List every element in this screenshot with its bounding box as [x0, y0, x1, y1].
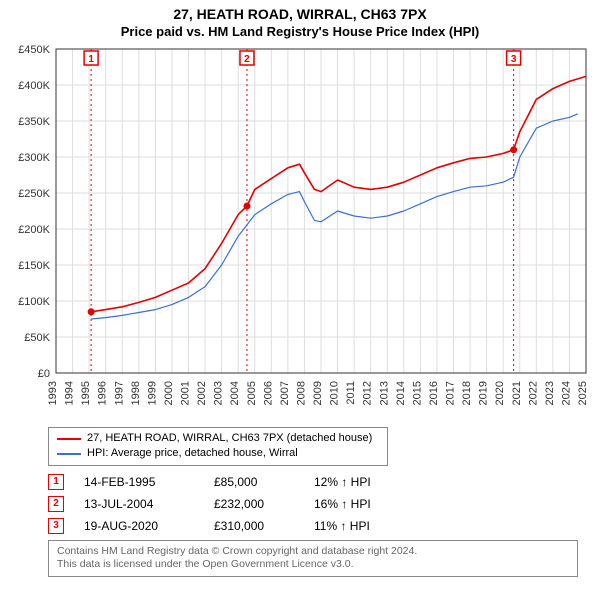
- marker-row: 2 13-JUL-2004 £232,000 16% ↑ HPI: [48, 496, 592, 512]
- svg-text:1: 1: [88, 54, 94, 65]
- svg-text:2025: 2025: [577, 381, 589, 405]
- svg-text:2020: 2020: [494, 381, 506, 405]
- svg-text:£0: £0: [38, 368, 50, 380]
- attribution-line: This data is licensed under the Open Gov…: [57, 558, 569, 572]
- page-title: 27, HEATH ROAD, WIRRAL, CH63 7PX: [8, 6, 592, 22]
- page-subtitle: Price paid vs. HM Land Registry's House …: [8, 24, 592, 39]
- marker-row: 1 14-FEB-1995 £85,000 12% ↑ HPI: [48, 474, 592, 490]
- svg-text:1999: 1999: [146, 381, 158, 405]
- svg-text:2007: 2007: [279, 381, 291, 405]
- svg-text:2024: 2024: [560, 381, 572, 405]
- svg-text:2017: 2017: [445, 381, 457, 405]
- marker-badge: 2: [48, 496, 64, 512]
- svg-text:£150K: £150K: [18, 260, 50, 272]
- svg-text:1993: 1993: [47, 381, 59, 405]
- svg-text:£50K: £50K: [24, 332, 50, 344]
- svg-text:2015: 2015: [411, 381, 423, 405]
- marker-price: £232,000: [214, 497, 294, 511]
- marker-pct: 16% ↑ HPI: [314, 497, 371, 511]
- legend-label: HPI: Average price, detached house, Wirr…: [87, 446, 298, 461]
- svg-text:2010: 2010: [329, 381, 341, 405]
- legend-swatch: [57, 438, 81, 440]
- svg-text:2019: 2019: [478, 381, 490, 405]
- svg-text:2006: 2006: [262, 381, 274, 405]
- svg-text:£200K: £200K: [18, 224, 50, 236]
- svg-text:2013: 2013: [378, 381, 390, 405]
- svg-text:3: 3: [511, 54, 517, 65]
- svg-text:2008: 2008: [295, 381, 307, 405]
- svg-text:£350K: £350K: [18, 116, 50, 128]
- svg-text:2: 2: [244, 54, 250, 65]
- svg-text:2002: 2002: [196, 381, 208, 405]
- marker-price: £310,000: [214, 519, 294, 533]
- svg-text:2003: 2003: [213, 381, 225, 405]
- svg-text:2022: 2022: [527, 381, 539, 405]
- marker-pct: 12% ↑ HPI: [314, 475, 371, 489]
- svg-text:2016: 2016: [428, 381, 440, 405]
- svg-text:£450K: £450K: [18, 44, 50, 56]
- svg-text:2023: 2023: [544, 381, 556, 405]
- chart-svg: £0 £50K £100K £150K £200K £250K £300K £350K £400…: [8, 43, 592, 423]
- svg-text:1995: 1995: [80, 381, 92, 405]
- marker-price: £85,000: [214, 475, 294, 489]
- svg-text:2004: 2004: [229, 381, 241, 405]
- svg-text:£100K: £100K: [18, 296, 50, 308]
- svg-text:2009: 2009: [312, 381, 324, 405]
- svg-text:£400K: £400K: [18, 80, 50, 92]
- svg-text:1996: 1996: [97, 381, 109, 405]
- svg-text:1997: 1997: [113, 381, 125, 405]
- marker-badge: 1: [48, 474, 64, 490]
- legend: 27, HEATH ROAD, WIRRAL, CH63 7PX (detach…: [48, 427, 388, 466]
- legend-swatch: [57, 453, 81, 455]
- svg-text:2005: 2005: [246, 381, 258, 405]
- svg-text:2011: 2011: [345, 381, 357, 405]
- marker-date: 13-JUL-2004: [84, 497, 194, 511]
- attribution: Contains HM Land Registry data © Crown c…: [48, 540, 578, 577]
- svg-text:2012: 2012: [362, 381, 374, 405]
- marker-row: 3 19-AUG-2020 £310,000 11% ↑ HPI: [48, 518, 592, 534]
- marker-date: 19-AUG-2020: [84, 519, 194, 533]
- legend-item: 27, HEATH ROAD, WIRRAL, CH63 7PX (detach…: [57, 431, 379, 446]
- marker-pct: 11% ↑ HPI: [314, 519, 370, 533]
- svg-text:£250K: £250K: [18, 188, 50, 200]
- legend-item: HPI: Average price, detached house, Wirr…: [57, 446, 379, 461]
- svg-text:2000: 2000: [163, 381, 175, 405]
- svg-text:1994: 1994: [64, 381, 76, 405]
- price-chart: £0 £50K £100K £150K £200K £250K £300K £350K £400…: [8, 43, 592, 423]
- legend-label: 27, HEATH ROAD, WIRRAL, CH63 7PX (detach…: [87, 431, 372, 446]
- svg-text:2001: 2001: [180, 381, 192, 405]
- svg-text:2021: 2021: [511, 381, 523, 405]
- svg-text:2018: 2018: [461, 381, 473, 405]
- svg-text:2014: 2014: [395, 381, 407, 405]
- svg-text:£300K: £300K: [18, 152, 50, 164]
- marker-table: 1 14-FEB-1995 £85,000 12% ↑ HPI 2 13-JUL-2004…: [48, 474, 592, 534]
- svg-text:1998: 1998: [130, 381, 142, 405]
- marker-badge: 3: [48, 518, 64, 534]
- marker-date: 14-FEB-1995: [84, 475, 194, 489]
- attribution-line: Contains HM Land Registry data © Crown c…: [57, 545, 569, 559]
